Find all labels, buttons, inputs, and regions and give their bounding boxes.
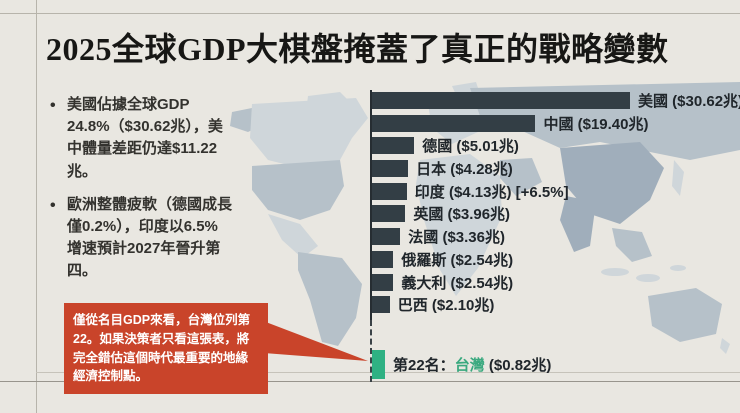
chart-axis-dashed-line	[370, 320, 372, 382]
bar-label: 美國 ($30.62兆)	[638, 93, 740, 110]
bar-row: 印度 ($4.13兆) [+6.5%]	[372, 182, 740, 201]
bar-label: 英國 ($3.96兆)	[413, 206, 511, 224]
map-indonesia-2	[636, 274, 660, 282]
bar	[372, 137, 415, 155]
page-title: 2025全球GDP大棋盤掩蓋了真正的戰略變數	[46, 31, 669, 67]
bottom-faint-rule-line	[36, 372, 740, 373]
taiwan-value-text: ($0.82兆)	[484, 357, 552, 374]
bar-row: 英國 ($3.96兆)	[372, 205, 740, 224]
bar-label: 德國 ($5.01兆)	[422, 138, 519, 156]
map-japan	[672, 160, 684, 196]
bar-row: 日本 ($4.28兆)	[372, 160, 740, 179]
bullet-us-china-gap: 美國佔據全球GDP 24.8%（$30.62兆），美中體量差距仍達$11.22兆…	[50, 94, 232, 183]
top-rule-line	[0, 13, 740, 14]
taiwan-name-text: 台灣	[454, 357, 485, 374]
bar-row: 中國 ($19.40兆)	[372, 114, 740, 133]
bar-label: 法國 ($3.36兆)	[408, 229, 505, 247]
bar-label: 俄羅斯 ($2.54兆)	[401, 251, 514, 269]
bar-row: 俄羅斯 ($2.54兆)	[372, 250, 740, 269]
map-usa	[252, 160, 344, 220]
map-canada	[250, 98, 368, 168]
map-africa	[416, 154, 502, 296]
map-mexico	[268, 214, 318, 258]
taiwan-bar	[372, 350, 385, 379]
bar	[372, 205, 406, 223]
key-points-list: 美國佔據全球GDP 24.8%（$30.62兆），美中體量差距仍達$11.22兆…	[50, 94, 232, 294]
bar-row: 義大利 ($2.54兆)	[372, 273, 740, 292]
bar	[372, 92, 630, 109]
taiwan-rank-text: 第22名：	[393, 357, 455, 374]
bar	[372, 273, 394, 291]
gdp-bar-chart: 美國 ($30.62兆) 中國 ($19.40兆) 德國 ($5.01兆) 日本 ($…	[372, 92, 740, 319]
bar	[372, 296, 390, 314]
bar-label: 日本 ($4.28兆)	[416, 161, 513, 179]
bar-label: 印度 ($4.13兆) [+6.5%]	[414, 183, 569, 201]
map-southeast-asia	[612, 228, 652, 262]
bar-row: 法國 ($3.36兆)	[372, 228, 740, 247]
bar	[372, 250, 394, 268]
map-new-guinea	[670, 265, 686, 271]
left-rule-line	[36, 0, 37, 413]
bullet-europe-india: 歐洲整體疲軟（德國成長僅0.2%），印度以6.5%增速預計2027年晉升第四。	[50, 194, 232, 283]
bar	[372, 182, 407, 200]
taiwan-label: 第22名：台灣 ($0.82兆)	[393, 354, 551, 375]
map-indonesia	[601, 268, 629, 276]
chart-axis-line	[370, 90, 372, 320]
map-south-america	[298, 252, 362, 346]
bar-label: 中國 ($19.40兆)	[543, 115, 649, 133]
map-middle-east	[500, 158, 542, 196]
bar	[372, 160, 409, 178]
taiwan-callout-box: 僅從名目GDP來看，台灣位列第22。如果決策者只看這張表，將完全錯估這個時代最重…	[64, 303, 268, 394]
bar-label: 義大利 ($2.54兆)	[401, 274, 514, 292]
map-new-zealand	[720, 338, 730, 354]
map-india	[560, 196, 596, 252]
bar	[372, 114, 536, 132]
taiwan-row: 第22名：台灣 ($0.82兆)	[372, 350, 551, 379]
bar	[372, 228, 401, 246]
bar-label: 巴西 ($2.10兆)	[397, 297, 495, 315]
bar-row: 德國 ($5.01兆)	[372, 137, 740, 156]
map-australia	[648, 288, 722, 342]
bar-row: 美國 ($30.62兆)	[372, 92, 740, 110]
bar-row: 巴西 ($2.10兆)	[372, 296, 740, 315]
